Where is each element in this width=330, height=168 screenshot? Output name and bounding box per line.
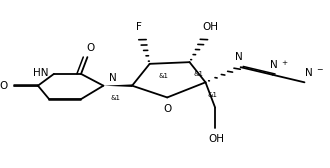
Text: −: −: [316, 65, 323, 74]
Text: N: N: [109, 73, 117, 83]
Text: N: N: [235, 52, 243, 62]
Text: F: F: [136, 22, 142, 32]
Text: HN: HN: [33, 68, 48, 78]
Polygon shape: [103, 84, 132, 87]
Text: N: N: [305, 68, 313, 78]
Text: &1: &1: [208, 92, 218, 98]
Text: OH: OH: [209, 134, 225, 144]
Text: &1: &1: [159, 73, 169, 79]
Text: O: O: [163, 104, 171, 114]
Text: O: O: [86, 43, 95, 53]
Text: N: N: [270, 60, 278, 70]
Text: &1: &1: [194, 71, 204, 77]
Text: O: O: [0, 81, 8, 91]
Text: +: +: [281, 59, 288, 66]
Text: &1: &1: [111, 95, 121, 101]
Text: OH: OH: [202, 22, 218, 32]
